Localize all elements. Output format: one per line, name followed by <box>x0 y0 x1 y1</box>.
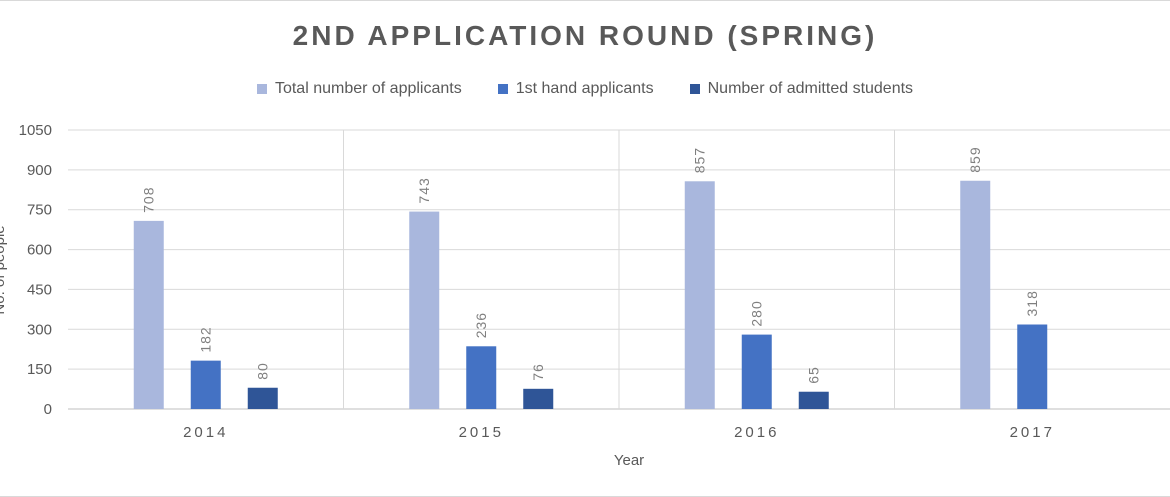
y-tick-label: 1050 <box>19 122 52 139</box>
data-label: 182 <box>198 326 214 352</box>
legend-swatch-admitted <box>689 84 700 94</box>
x-tick-label: 2014 <box>183 424 228 441</box>
bar-2016-series-1 <box>741 334 772 409</box>
bar-2016-series-0 <box>684 181 715 409</box>
legend-label-total: Total number of applicants <box>274 80 462 97</box>
y-tick-label: 0 <box>44 401 52 418</box>
y-tick-label: 750 <box>27 202 52 219</box>
bar-2015-series-2 <box>523 388 554 409</box>
y-tick-label: 300 <box>27 321 52 338</box>
x-axis-title: Year <box>614 452 644 469</box>
legend-swatch-first-hand <box>497 84 508 94</box>
data-label: 65 <box>806 366 822 384</box>
legend-item-total: Total number of applicants <box>256 80 462 98</box>
legend-label-first-hand: 1st hand applicants <box>515 80 654 97</box>
chart-legend: Total number of applicants 1st hand appl… <box>0 80 1170 98</box>
data-label: 743 <box>416 177 432 203</box>
bar-2017-series-1 <box>1017 324 1048 409</box>
x-tick-label: 2017 <box>1010 424 1055 441</box>
data-label: 76 <box>530 363 546 381</box>
data-label: 859 <box>967 146 983 172</box>
legend-item-admitted: Number of admitted students <box>689 80 914 98</box>
data-label: 708 <box>141 187 157 213</box>
bar-2014-series-1 <box>190 360 221 409</box>
x-tick-label: 2015 <box>459 424 504 441</box>
bar-2017-series-0 <box>960 180 991 409</box>
bar-2016-series-2 <box>798 391 829 409</box>
data-label: 236 <box>473 312 489 338</box>
chart-title: 2ND APPLICATION ROUND (SPRING) <box>292 20 878 51</box>
x-tick-label: 2016 <box>734 424 779 441</box>
y-axis-title: No. of people <box>0 225 8 314</box>
y-tick-label: 450 <box>27 281 52 298</box>
data-label: 318 <box>1024 290 1040 316</box>
bars <box>133 180 1048 409</box>
bar-2015-series-1 <box>466 346 497 409</box>
y-tick-label: 600 <box>27 242 52 259</box>
bar-2014-series-0 <box>133 220 164 409</box>
legend-item-first-hand: 1st hand applicants <box>497 80 654 98</box>
legend-label-admitted: Number of admitted students <box>707 80 914 97</box>
data-label: 857 <box>692 147 708 173</box>
legend-swatch-total <box>256 84 267 94</box>
bar-2015-series-0 <box>409 211 440 409</box>
y-tick-label: 150 <box>27 361 52 378</box>
bar-2014-series-2 <box>247 387 278 409</box>
y-tick-label: 900 <box>27 162 52 179</box>
x-axis-ticks: 2014 2015 2016 2017 <box>183 424 1055 441</box>
data-label: 80 <box>255 362 271 380</box>
y-axis-ticks: 0 150 300 450 600 750 900 1050 <box>19 122 52 418</box>
data-labels: 708 182 80 743 236 76 857 280 65 859 318 <box>141 146 1041 383</box>
gridlines <box>68 129 1170 410</box>
data-label: 280 <box>749 300 765 326</box>
